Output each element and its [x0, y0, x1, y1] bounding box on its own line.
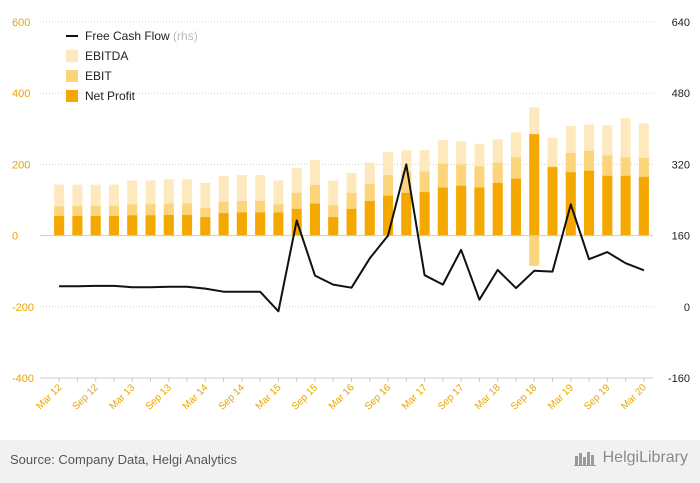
net-profit-bar — [255, 212, 266, 236]
net-profit-bar — [602, 175, 613, 236]
net-profit-bar — [127, 215, 138, 236]
legend-label-ebit: EBIT — [85, 69, 112, 83]
right-axis-tick-label: 0 — [684, 302, 690, 314]
x-axis-tick-label: Mar 16 — [327, 382, 357, 412]
net-profit-bar — [90, 216, 101, 236]
net-profit-bar — [383, 195, 394, 236]
x-axis-tick-label: Sep 14 — [217, 382, 247, 412]
net-profit-bar — [364, 201, 375, 236]
net-profit-bar — [510, 178, 521, 236]
left-axis-tick-label: 200 — [12, 159, 30, 171]
x-axis-tick-label: Mar 17 — [400, 382, 430, 412]
bars — [54, 107, 649, 266]
legend-swatch-ebit — [66, 70, 78, 82]
net-profit-bar — [236, 212, 247, 236]
net-profit-bar — [273, 212, 284, 236]
right-axis-tick-label: 320 — [672, 159, 690, 171]
x-axis-tick-label: Mar 13 — [108, 382, 138, 412]
legend: Free Cash Flow (rhs) EBITDA EBIT Net Profit — [66, 29, 198, 103]
x-axis-tick-label: Mar 15 — [254, 382, 284, 412]
x-axis-tick-label: Mar 14 — [181, 382, 211, 412]
x-axis-tick-label: Sep 12 — [71, 382, 101, 412]
library-icon — [573, 452, 596, 466]
legend-note: (rhs) — [170, 29, 198, 43]
net-profit-bar — [200, 217, 211, 236]
right-axis-tick-label: 480 — [672, 88, 690, 100]
free-cash-flow-line — [59, 163, 645, 313]
net-profit-bar — [218, 213, 229, 236]
footer: Source: Company Data, Helgi Analytics He… — [0, 440, 700, 483]
net-profit-bar — [492, 182, 503, 236]
net-profit-bar — [346, 208, 357, 236]
x-axis-tick-label: Mar 19 — [546, 382, 576, 412]
left-axis-tick-label: 0 — [12, 231, 18, 243]
ebit-bar — [529, 235, 540, 266]
net-profit-bar — [620, 175, 631, 236]
net-profit-bar — [54, 216, 65, 236]
net-profit-bar — [638, 176, 649, 236]
chart: -400 -200 0 200 400 600 -160 0 160 320 480 640 Mar 1… — [12, 17, 690, 413]
left-axis-tick-label: 400 — [12, 88, 30, 100]
axes — [40, 235, 653, 382]
left-axis-tick-label: -400 — [12, 373, 34, 385]
source-text: Source: Company Data, Helgi Analytics — [10, 452, 237, 467]
net-profit-bar — [108, 216, 119, 236]
left-axis-tick-label: 600 — [12, 17, 30, 29]
net-profit-bar — [72, 216, 83, 236]
net-profit-bar — [401, 192, 412, 236]
brand-name: HelgiLibrary — [602, 449, 688, 466]
x-axis-tick-label: Mar 12 — [34, 382, 64, 412]
free-cash-flow-line-group — [59, 163, 645, 313]
legend-swatch-ebitda — [66, 50, 78, 62]
brand-logo: HelgiLibrary — [573, 449, 688, 467]
right-axis-tick-label: 640 — [672, 17, 690, 29]
x-axis-tick-label: Sep 15 — [290, 382, 320, 412]
legend-swatch-net-profit — [66, 90, 78, 102]
x-axis-tick-label: Sep 17 — [436, 382, 466, 412]
net-profit-bar — [145, 215, 156, 236]
net-profit-bar — [474, 187, 485, 236]
net-profit-bar — [547, 167, 558, 236]
net-profit-bar — [328, 217, 339, 236]
x-axis-tick-label: Sep 19 — [582, 382, 612, 412]
right-axis-tick-label: 160 — [672, 231, 690, 243]
x-axis-tick-label: Sep 13 — [144, 382, 174, 412]
x-axis-tick-label: Sep 18 — [509, 382, 539, 412]
net-profit-bar — [437, 187, 448, 236]
x-axis-tick-label: Mar 20 — [619, 382, 649, 412]
net-profit-bar — [419, 192, 430, 236]
legend-label-ebitda: EBITDA — [85, 49, 128, 63]
net-profit-bar — [584, 170, 595, 236]
x-axis-tick-label: Mar 18 — [473, 382, 503, 412]
left-axis-tick-label: -200 — [12, 302, 34, 314]
net-profit-bar — [529, 134, 540, 236]
net-profit-bar — [309, 203, 320, 236]
net-profit-bar — [182, 214, 193, 236]
legend-label-net-profit: Net Profit — [85, 89, 136, 103]
x-axis-tick-label: Sep 16 — [363, 382, 393, 412]
net-profit-bar — [163, 214, 174, 236]
right-axis-tick-label: -160 — [668, 373, 690, 385]
net-profit-bar — [456, 185, 467, 236]
legend-label-free-cash-flow: Free Cash Flow (rhs) — [85, 29, 198, 43]
